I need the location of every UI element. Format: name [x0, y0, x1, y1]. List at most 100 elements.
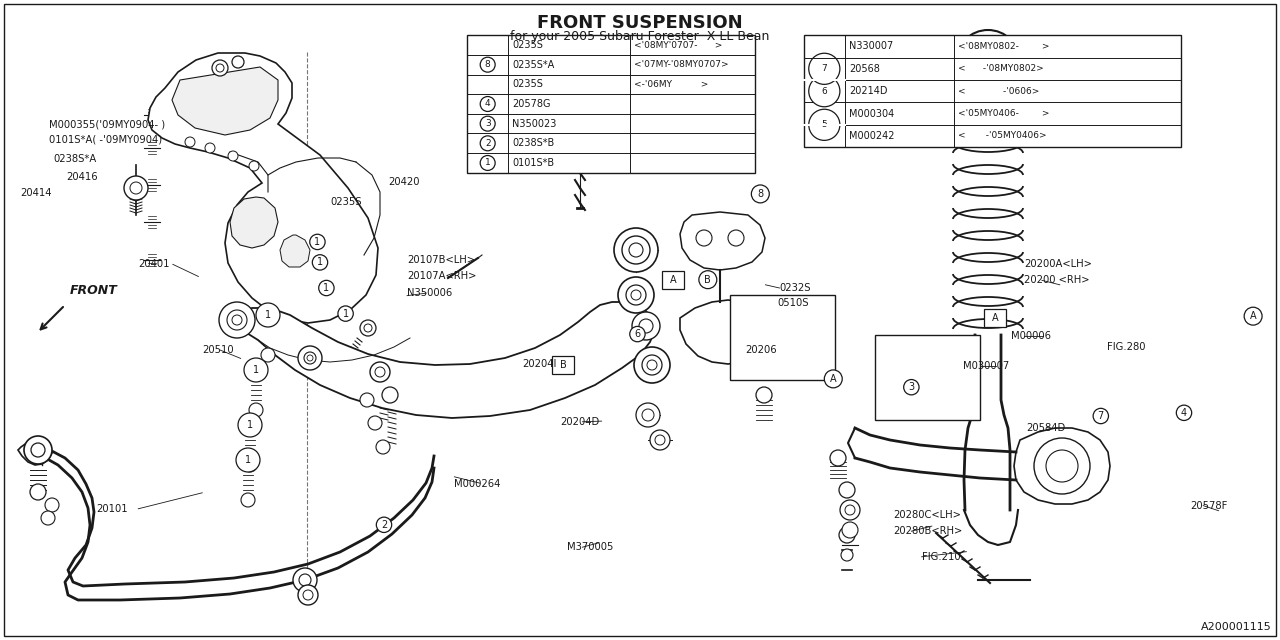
Text: <'07MY-'08MY0707>: <'07MY-'08MY0707>	[634, 60, 728, 69]
Circle shape	[232, 315, 242, 325]
Text: 1: 1	[265, 310, 271, 320]
FancyBboxPatch shape	[552, 356, 573, 374]
Text: 20578F: 20578F	[1190, 500, 1228, 511]
Bar	[730, 295, 835, 380]
Text: 8: 8	[758, 189, 763, 199]
Circle shape	[376, 517, 392, 532]
Text: <       -'05MY0406>: < -'05MY0406>	[957, 131, 1046, 141]
Circle shape	[300, 574, 311, 586]
Circle shape	[480, 156, 495, 170]
Text: 5: 5	[822, 120, 827, 129]
Polygon shape	[148, 53, 378, 323]
Text: 0235S: 0235S	[330, 197, 362, 207]
Circle shape	[650, 430, 669, 450]
Text: 1: 1	[244, 455, 251, 465]
Circle shape	[980, 54, 996, 70]
Circle shape	[626, 285, 646, 305]
Text: 1: 1	[485, 159, 490, 168]
Circle shape	[27, 444, 44, 460]
Text: 1: 1	[253, 365, 259, 375]
Text: 6: 6	[822, 86, 827, 96]
Text: for your 2005 Subaru Forester  X LL Bean: for your 2005 Subaru Forester X LL Bean	[511, 30, 769, 43]
Circle shape	[756, 387, 772, 403]
Circle shape	[244, 358, 268, 382]
Circle shape	[845, 505, 855, 515]
Circle shape	[1176, 405, 1192, 420]
Circle shape	[256, 303, 280, 327]
Text: 0238S*B: 0238S*B	[512, 138, 554, 148]
Text: 20280C<LH>: 20280C<LH>	[893, 510, 961, 520]
Circle shape	[809, 76, 840, 107]
Circle shape	[261, 348, 275, 362]
Circle shape	[841, 549, 852, 561]
Text: M00006: M00006	[1011, 331, 1051, 341]
Text: 1: 1	[317, 257, 323, 268]
Circle shape	[1244, 307, 1262, 325]
Circle shape	[809, 109, 840, 140]
Circle shape	[614, 228, 658, 272]
Text: 20568: 20568	[849, 64, 879, 74]
Text: 4: 4	[1181, 408, 1187, 418]
Text: B: B	[559, 360, 566, 370]
Circle shape	[29, 484, 46, 500]
Text: 7: 7	[822, 64, 827, 74]
Circle shape	[243, 458, 257, 472]
Text: 8: 8	[485, 60, 490, 69]
Text: M000242: M000242	[849, 131, 895, 141]
Circle shape	[618, 277, 654, 313]
Text: 20204I: 20204I	[522, 358, 557, 369]
Circle shape	[298, 346, 323, 370]
Text: M370005: M370005	[567, 542, 613, 552]
Text: 0232S: 0232S	[780, 283, 812, 293]
Circle shape	[24, 436, 52, 464]
Circle shape	[360, 393, 374, 407]
Circle shape	[370, 362, 390, 382]
Circle shape	[241, 493, 255, 507]
Text: 0101S*B: 0101S*B	[512, 158, 554, 168]
Circle shape	[809, 53, 840, 84]
Polygon shape	[18, 440, 52, 465]
Text: A200001115: A200001115	[1201, 622, 1272, 632]
Circle shape	[842, 522, 858, 538]
Text: <             -'0606>: < -'0606>	[957, 86, 1039, 96]
Circle shape	[227, 310, 247, 330]
Circle shape	[305, 352, 316, 364]
Text: 20107B<LH>: 20107B<LH>	[407, 255, 475, 265]
Text: 20200A<LH>: 20200A<LH>	[1024, 259, 1092, 269]
Polygon shape	[1014, 428, 1110, 504]
Polygon shape	[680, 300, 772, 364]
Circle shape	[970, 44, 1006, 80]
Circle shape	[236, 448, 260, 472]
Circle shape	[375, 367, 385, 377]
Text: 20107A<RH>: 20107A<RH>	[407, 271, 476, 282]
Text: 20200 <RH>: 20200 <RH>	[1024, 275, 1089, 285]
Circle shape	[622, 236, 650, 264]
Text: 1: 1	[343, 308, 348, 319]
Circle shape	[646, 360, 657, 370]
Text: 20416: 20416	[67, 172, 99, 182]
Text: 20101: 20101	[96, 504, 128, 514]
Circle shape	[376, 440, 390, 454]
Text: <'08MY0802-        >: <'08MY0802- >	[957, 42, 1050, 51]
Circle shape	[131, 182, 142, 194]
Text: 1: 1	[247, 420, 253, 430]
Circle shape	[381, 387, 398, 403]
Text: FIG.280: FIG.280	[1107, 342, 1146, 352]
Text: 2: 2	[381, 520, 387, 530]
Circle shape	[480, 97, 495, 111]
Polygon shape	[230, 197, 278, 248]
Text: B: B	[704, 275, 712, 285]
Circle shape	[232, 56, 244, 68]
Text: <'08MY'0707-      >: <'08MY'0707- >	[634, 40, 722, 49]
Circle shape	[628, 243, 643, 257]
Text: N350006: N350006	[407, 288, 452, 298]
Circle shape	[228, 151, 238, 161]
Bar	[467, 35, 755, 173]
Text: 20414: 20414	[20, 188, 52, 198]
Circle shape	[369, 416, 381, 430]
Circle shape	[696, 230, 712, 246]
Circle shape	[293, 568, 317, 592]
Circle shape	[956, 30, 1020, 94]
Text: 20401: 20401	[138, 259, 170, 269]
Circle shape	[480, 57, 495, 72]
